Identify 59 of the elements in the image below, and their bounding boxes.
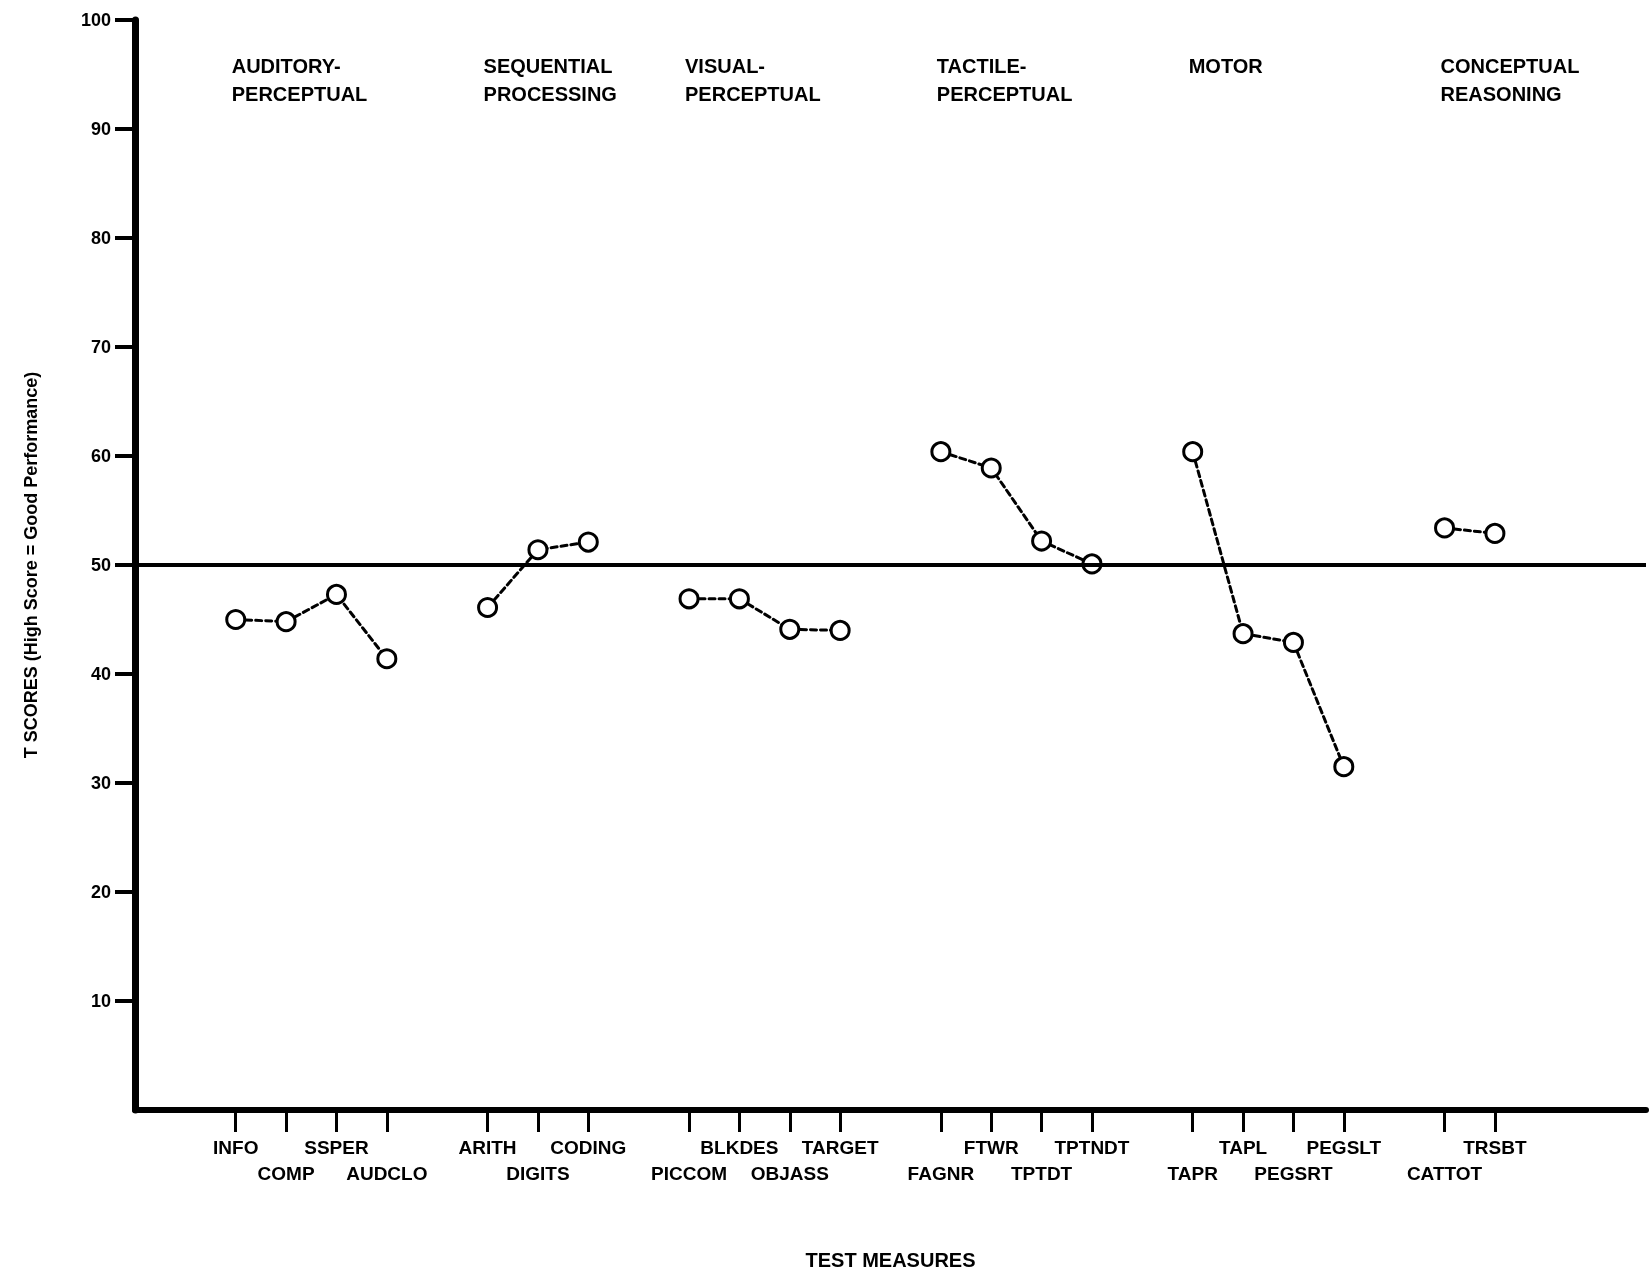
y-tick-label: 80 bbox=[90, 228, 111, 248]
annotation: TACTILE- PERCEPTUAL bbox=[936, 55, 1073, 105]
point bbox=[728, 588, 750, 610]
x-tick-label: AUDCLO bbox=[346, 1163, 428, 1184]
point bbox=[829, 619, 851, 641]
y-tick-label: 40 bbox=[90, 664, 111, 684]
y-tick-label: 100 bbox=[80, 10, 111, 30]
x-tick-label: PEGSRT bbox=[1254, 1163, 1333, 1184]
point bbox=[678, 588, 700, 610]
x-tick-label: FAGNR bbox=[907, 1163, 975, 1184]
x-tick-label: TAPL bbox=[1218, 1137, 1268, 1158]
annotation: AUDITORY- PERCEPTUAL bbox=[231, 55, 368, 105]
point bbox=[275, 611, 297, 633]
x-tick-label: FTWR bbox=[963, 1137, 1019, 1158]
point bbox=[1031, 530, 1053, 552]
x-tick-label: TRSBT bbox=[1463, 1137, 1527, 1158]
annotation: CONCEPTUAL REASONING bbox=[1440, 55, 1580, 105]
x-tick-label: COMP bbox=[257, 1163, 315, 1184]
y-tick-label: 90 bbox=[90, 119, 111, 139]
point bbox=[527, 539, 549, 561]
x-tick-label: TAPR bbox=[1167, 1163, 1219, 1184]
annotation: VISUAL- PERCEPTUAL bbox=[685, 55, 821, 105]
x-axis-title: TEST MEASURES bbox=[805, 1249, 976, 1271]
point bbox=[1333, 756, 1355, 778]
y-tick-label: 70 bbox=[90, 337, 111, 357]
point bbox=[376, 648, 398, 670]
point bbox=[225, 609, 247, 630]
x-tick-label: CODING bbox=[550, 1137, 627, 1158]
x-tick-label: DIGITS bbox=[506, 1163, 570, 1184]
point bbox=[1282, 631, 1304, 653]
point bbox=[1484, 522, 1506, 544]
x-tick-label: PICCOM bbox=[651, 1163, 728, 1184]
y-tick-label: 10 bbox=[90, 991, 111, 1011]
x-tick-label: PEGSLT bbox=[1306, 1137, 1382, 1158]
y-tick-label: 20 bbox=[90, 882, 111, 902]
point bbox=[477, 597, 499, 618]
y-axis-title: T SCORES (High Score = Good Performance) bbox=[21, 371, 41, 759]
point bbox=[1434, 517, 1456, 539]
x-tick-label: CATTOT bbox=[1406, 1163, 1483, 1184]
x-tick-label: OBJASS bbox=[750, 1163, 829, 1184]
x-tick-label: ARITH bbox=[458, 1137, 517, 1158]
x-tick-label: SSPER bbox=[304, 1137, 369, 1158]
x-tick-label: TPTNDT bbox=[1054, 1137, 1130, 1158]
x-tick-label: BLKDES bbox=[700, 1137, 779, 1158]
point bbox=[980, 457, 1002, 479]
x-tick-label: TARGET bbox=[801, 1137, 879, 1158]
y-tick-label: 30 bbox=[90, 773, 111, 793]
y-tick-label: 50 bbox=[90, 555, 111, 575]
point bbox=[577, 531, 599, 553]
point bbox=[779, 618, 801, 640]
point bbox=[1182, 441, 1204, 463]
point bbox=[930, 441, 952, 463]
point bbox=[1232, 623, 1254, 645]
annotation: MOTOR bbox=[1188, 55, 1264, 77]
x-tick-label: INFO bbox=[213, 1137, 259, 1158]
y-tick-label: 60 bbox=[90, 446, 111, 466]
point bbox=[325, 583, 347, 605]
annotation: SEQUENTIAL PROCESSING bbox=[483, 55, 617, 105]
x-tick-label: TPTDT bbox=[1010, 1163, 1073, 1184]
